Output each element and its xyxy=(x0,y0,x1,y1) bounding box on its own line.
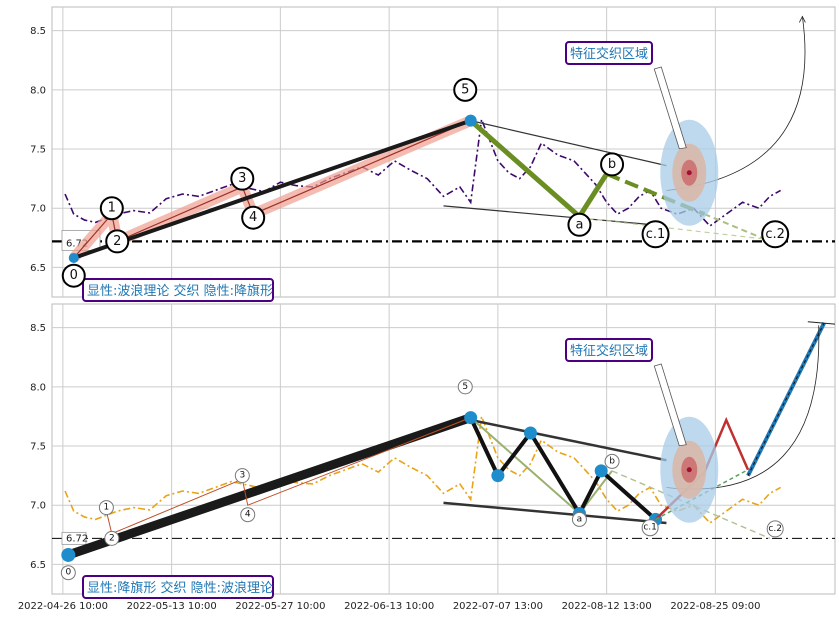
feature-zone-box xyxy=(565,41,653,65)
wave-label: 0 xyxy=(65,568,71,578)
y-tick-label: 8.5 xyxy=(30,323,46,334)
wave-label-circle xyxy=(766,520,784,538)
wave-label-circle xyxy=(457,379,473,395)
flag-upper-line xyxy=(470,418,667,462)
callout-arrow xyxy=(653,363,687,447)
x-tick-label: 2022-08-25 09:00 xyxy=(670,601,760,612)
wave-label: 4 xyxy=(249,210,257,225)
correction-guide xyxy=(579,217,765,240)
x-tick-label: 2022-06-13 10:00 xyxy=(344,601,434,612)
plot-area-top xyxy=(51,6,836,298)
y-tick-label: 7.5 xyxy=(30,145,46,156)
wave-label: 3 xyxy=(239,471,245,481)
wave-label: b xyxy=(609,456,615,466)
pivot-marker xyxy=(464,411,478,425)
wave-label: c.1 xyxy=(646,227,666,242)
wave-label-circle xyxy=(567,212,592,237)
wave-label: 3 xyxy=(238,171,246,186)
wave-label-circle xyxy=(240,507,256,523)
impulse-thin-line xyxy=(73,120,471,259)
wave-label-circle xyxy=(641,519,659,537)
wave-label-circle xyxy=(761,220,790,249)
x-tick-label: 2022-04-26 10:00 xyxy=(18,601,108,612)
y-tick-label: 8.0 xyxy=(30,85,46,96)
wave-label: 4 xyxy=(245,510,251,520)
x-tick-label: 2022-05-13 10:00 xyxy=(127,601,217,612)
x-tick-label: 2022-05-27 10:00 xyxy=(235,601,325,612)
pivot-marker xyxy=(464,114,477,127)
price-series-line xyxy=(64,413,782,525)
wave-label-circle xyxy=(600,152,625,177)
pivot-marker xyxy=(68,252,79,263)
wave-label: c.2 xyxy=(765,227,785,242)
wave-label-circle xyxy=(105,229,130,254)
wave-label-circle xyxy=(98,500,114,516)
flag-lower-line xyxy=(443,205,667,227)
price-series-line xyxy=(64,116,782,228)
wave-label: a xyxy=(577,514,583,524)
wave-label: 0 xyxy=(70,268,78,283)
y-tick-label: 7.0 xyxy=(30,204,46,215)
flag-zigzag xyxy=(468,416,657,521)
feature-zone-box xyxy=(565,338,653,362)
wave-label-circle xyxy=(60,565,76,581)
wave-label-circle xyxy=(241,205,266,230)
pattern-label: 显性:降旗形 交织 隐性:波浪理论 xyxy=(87,580,273,596)
wave-label: c.2 xyxy=(768,524,782,534)
pattern-box xyxy=(82,278,274,302)
wave-label: c.1 xyxy=(643,523,657,533)
wave-label-circle xyxy=(641,220,670,249)
pattern-label: 显性:波浪理论 交织 隐性:降旗形 xyxy=(87,283,273,299)
plot-area-bottom xyxy=(51,303,836,595)
trend-line-main xyxy=(73,118,472,260)
wave-label-circle xyxy=(104,530,120,546)
wave-label: b xyxy=(608,157,616,172)
feature-zone-label: 特征交织区域 xyxy=(570,46,648,62)
wave-label-circle xyxy=(99,196,124,221)
wave-label-circle xyxy=(230,166,255,191)
x-tick-label: 2022-08-12 13:00 xyxy=(562,601,652,612)
wave-label: 2 xyxy=(109,533,115,543)
wave-label: 2 xyxy=(113,234,121,249)
wave-label: a xyxy=(575,217,583,232)
y-tick-label: 8.5 xyxy=(30,26,46,37)
wave-label-circle xyxy=(604,453,620,469)
reference-label-box xyxy=(61,531,87,545)
flag-upper-line xyxy=(470,120,667,167)
wave-label-circle xyxy=(571,511,587,527)
reference-label: 6.72 xyxy=(66,533,88,544)
wave-label: 5 xyxy=(462,382,468,392)
wave-label: 1 xyxy=(104,503,110,513)
pivot-marker xyxy=(524,426,537,440)
callout-arrow xyxy=(653,66,687,150)
reference-label: 6.72 xyxy=(66,238,88,249)
pivot-marker xyxy=(61,547,76,562)
trend-line-main xyxy=(66,413,473,560)
pattern-box xyxy=(82,575,274,599)
correction-projection-faint xyxy=(704,213,765,240)
feature-zone-center xyxy=(686,170,692,176)
x-tick-label: 2022-07-07 13:00 xyxy=(453,601,543,612)
wave-label-circle xyxy=(453,77,478,102)
flag-lower-line xyxy=(443,501,667,525)
y-tick-label: 7.5 xyxy=(30,442,46,453)
pivot-marker xyxy=(594,464,608,478)
target-arrowhead xyxy=(799,15,806,23)
pivot-marker xyxy=(491,469,505,483)
y-tick-label: 7.0 xyxy=(30,501,46,512)
feature-zone-center xyxy=(686,467,692,473)
projection-blue-dash xyxy=(747,322,825,476)
wave-label: 1 xyxy=(108,201,116,216)
y-tick-label: 6.5 xyxy=(30,560,46,571)
wave-label: 5 xyxy=(461,82,469,97)
feature-zone-label: 特征交织区域 xyxy=(570,343,648,359)
wave-label-circle xyxy=(234,468,250,484)
projection-cap xyxy=(807,321,836,325)
y-tick-label: 6.5 xyxy=(30,263,46,274)
wave-label-circle xyxy=(61,263,86,288)
y-tick-label: 8.0 xyxy=(30,382,46,393)
